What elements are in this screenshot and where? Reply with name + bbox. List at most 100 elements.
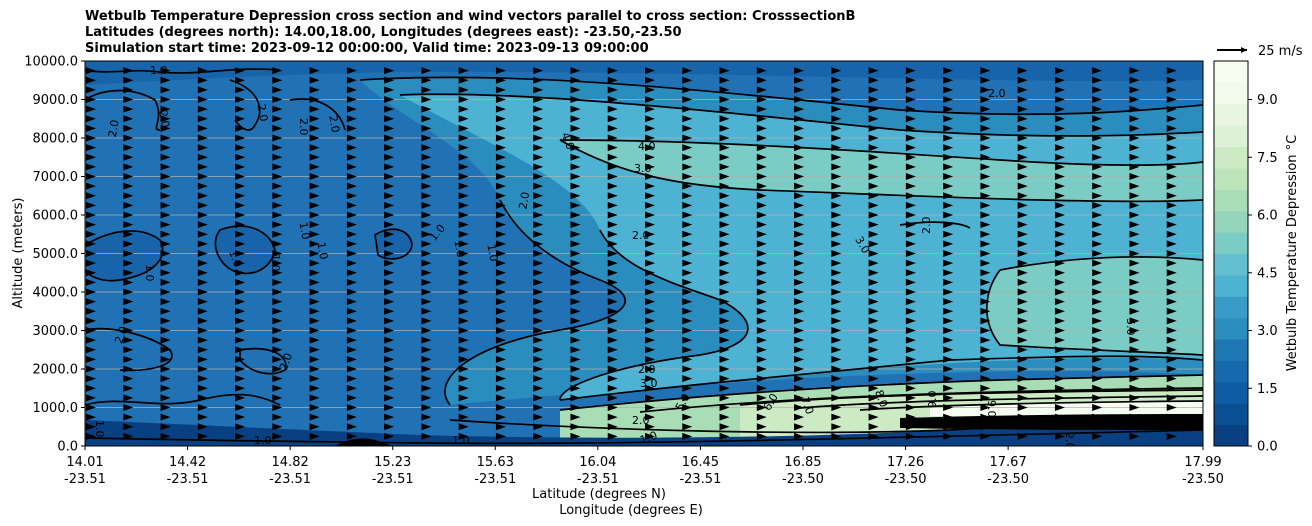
wind-arrow: [943, 250, 954, 257]
wind-arrow: [1017, 173, 1028, 180]
wind-arrow: [533, 336, 544, 344]
wind-arrow: [346, 115, 357, 123]
wind-arrow: [868, 67, 879, 75]
wind-arrow: [346, 240, 357, 248]
wind-arrow: [682, 404, 693, 411]
wind-arrow: [86, 307, 96, 315]
wind-arrow: [980, 327, 991, 334]
wind-arrow: [1054, 124, 1065, 132]
wind-arrow: [1166, 384, 1177, 392]
contour-label: 2.0: [326, 114, 342, 133]
wind-arrow: [533, 230, 544, 238]
wind-arrow: [160, 240, 171, 248]
wind-arrow: [943, 298, 954, 306]
x-axis: 14.01 -23.51 14.42 -23.51 14.82 -23.51 15.23 -2…: [64, 446, 1224, 487]
wind-arrow: [1017, 298, 1028, 306]
wind-arrow: [1054, 394, 1065, 402]
wind-arrow: [719, 86, 730, 94]
wind-arrow: [682, 192, 693, 200]
wind-arrow: [309, 423, 320, 431]
y-tick-label: 10000.0: [24, 55, 78, 70]
wind-arrow: [197, 413, 208, 421]
wind-arrow: [309, 153, 320, 161]
wind-arrow: [160, 317, 171, 325]
wind-arrow: [123, 173, 134, 180]
wind-arrow: [86, 144, 96, 152]
wind-arrow: [1054, 432, 1065, 440]
wind-arrow: [160, 278, 171, 286]
wind-arrow: [272, 384, 283, 392]
wind-arrow: [719, 124, 730, 132]
wind-arrow: [831, 259, 842, 267]
wind-arrow: [831, 67, 842, 75]
wind-arrow: [421, 250, 432, 257]
wind-arrow: [756, 432, 767, 440]
wind-arrow: [607, 278, 618, 286]
contour-label: 2.0: [920, 217, 933, 235]
wind-arrow: [86, 375, 96, 383]
x-tick-lon: -23.51: [577, 472, 619, 487]
x-tick-lat: 15.63: [477, 455, 514, 470]
wind-arrow: [1054, 115, 1065, 123]
wind-arrow: [272, 153, 283, 161]
wind-arrow: [794, 278, 805, 286]
wind-arrow: [905, 365, 916, 373]
wind-arrow: [831, 134, 842, 142]
wind-arrow: [607, 413, 618, 421]
wind-arrow: [197, 76, 208, 84]
wind-arrow: [160, 134, 171, 142]
wind-arrow: [1166, 124, 1177, 132]
wind-arrow: [346, 134, 357, 142]
wind-arrow: [1054, 250, 1065, 257]
wind-arrow: [197, 240, 208, 248]
wind-arrow: [533, 413, 544, 421]
wind-arrow: [905, 173, 916, 180]
wind-arrow: [719, 413, 730, 421]
wind-arrow: [123, 355, 134, 363]
wind-arrow: [160, 259, 171, 267]
wind-arrow: [1129, 221, 1140, 229]
wind-arrow: [905, 346, 916, 354]
wind-arrow: [1204, 308, 1214, 315]
wind-arrow: [1092, 278, 1103, 286]
wind-arrow: [682, 384, 693, 392]
wind-arrow: [980, 134, 991, 142]
wind-arrow: [533, 317, 544, 325]
wind-arrow: [197, 192, 208, 200]
wind-arrow: [943, 413, 954, 421]
wind-arrow: [1129, 259, 1140, 267]
wind-arrow: [309, 124, 320, 132]
wind-arrow: [1017, 288, 1028, 296]
wind-arrow: [943, 432, 954, 440]
wind-arrow: [421, 115, 432, 123]
contour-label: 9.0: [985, 400, 998, 418]
wind-arrow: [1054, 240, 1065, 248]
wind-arrow: [309, 346, 320, 354]
wind-arrow: [421, 278, 432, 286]
wind-arrow: [309, 384, 320, 392]
wind-arrow: [905, 250, 916, 257]
wind-arrow: [346, 298, 357, 306]
wind-arrow: [421, 86, 432, 94]
wind-arrow: [570, 173, 581, 180]
wind-arrow: [309, 211, 320, 219]
wind-arrow: [1092, 375, 1103, 383]
wind-arrow: [1092, 105, 1103, 113]
wind-arrow: [1166, 269, 1177, 277]
wind-arrow: [570, 115, 581, 123]
wind-arrow: [756, 278, 767, 286]
colorbar: [1214, 61, 1248, 447]
wind-arrow: [160, 211, 171, 219]
wind-arrow: [421, 221, 432, 229]
wind-arrow: [458, 278, 469, 286]
wind-arrow: [682, 278, 693, 286]
wind-arrow: [570, 355, 581, 363]
wind-arrow: [1092, 192, 1103, 200]
wind-arrow: [533, 211, 544, 219]
wind-arrow: [831, 115, 842, 123]
wind-arrow: [235, 259, 246, 267]
colorbar-segment: [1214, 253, 1248, 276]
wind-arrow: [495, 278, 506, 286]
wind-arrow: [235, 288, 246, 296]
wind-arrow: [645, 259, 655, 267]
